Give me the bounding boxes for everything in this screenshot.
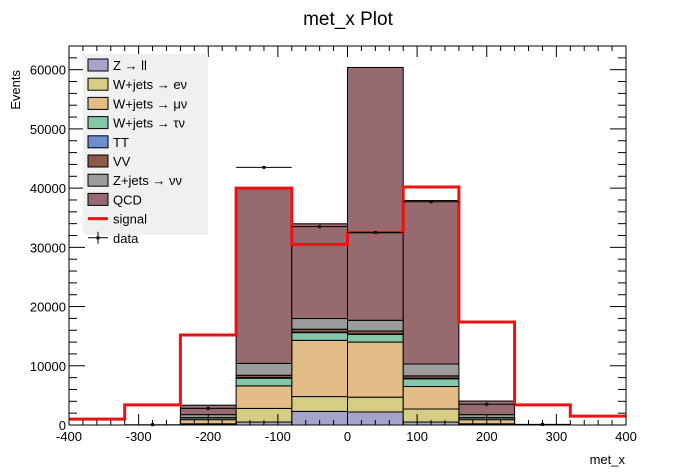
legend: Z → ll W+jets → eν W+jets → μν W+jets → τν T… [83, 54, 208, 246]
data-point-4 [318, 225, 322, 229]
data-point-6 [429, 200, 433, 204]
stack-bar-7-bin-5 [347, 66, 404, 321]
legend-swatch-qcd [87, 192, 109, 206]
signal-line [69, 185, 626, 421]
chart-title: met_x Plot [303, 9, 393, 30]
legend-label-vv: VV [113, 154, 131, 169]
stack-bar-2-bin-6 [402, 386, 460, 410]
legend-swatch-w-jets [87, 96, 109, 110]
x-tick-label: -300 [126, 429, 152, 444]
y-tick-label: 30000 [30, 240, 66, 255]
legend-label-signal: signal [113, 212, 147, 227]
stack-bar-2-bin-3 [235, 385, 293, 409]
legend-swatch-tt [87, 135, 109, 149]
y-tick-label: 60000 [30, 63, 66, 78]
y-tick-label: 50000 [30, 122, 66, 137]
x-tick-label: -100 [265, 429, 291, 444]
y-tick-label: 20000 [30, 300, 66, 315]
data-point-3 [262, 165, 266, 169]
stack-bar-1-bin-5 [347, 396, 404, 413]
legend-swatch-data-point [96, 236, 100, 240]
legend-swatch-vv [87, 154, 109, 168]
stack-bar-7-bin-4 [291, 223, 348, 320]
stack-bar-6-bin-3 [235, 362, 293, 376]
legend-label-z-jets: Z+jets → νν [113, 173, 182, 188]
stack-bar-3-bin-5 [347, 333, 404, 343]
data-point-7 [485, 402, 489, 406]
stack-bar-3-bin-3 [235, 377, 293, 387]
stack-bar-6-bin-4 [291, 318, 348, 330]
legend-label-w-jets: W+jets → τν [113, 116, 185, 131]
legend-label-w-jets-e: W+jets → eν [113, 77, 187, 92]
legend-label-z-ll: Z → ll [113, 58, 147, 73]
stack-bar-2-bin-4 [291, 339, 348, 398]
stack-bar-1-bin-4 [291, 396, 348, 412]
y-axis-label: Events [8, 70, 23, 110]
legend-swatch-z-jets [87, 173, 109, 187]
legend-swatch-w-jets-e [87, 77, 109, 91]
x-tick-label: 200 [476, 429, 498, 444]
y-tick-label: 10000 [30, 359, 66, 374]
plot-area [69, 66, 626, 427]
y-tick-label: 0 [59, 418, 66, 433]
legend-label-data: data [113, 231, 139, 246]
x-tick-label: 400 [615, 429, 637, 444]
legend-swatch-w-jets [87, 116, 109, 130]
legend-label-qcd: QCD [113, 192, 142, 207]
x-tick-label: -200 [195, 429, 221, 444]
stack-bar-3-bin-4 [291, 332, 348, 341]
x-axis-label: met_x [590, 452, 626, 467]
axes: -400 -300 -200 -100 0 100 200 300 400 0 10000 20000… [30, 45, 637, 444]
legend-label-w-jets: W+jets → μν [113, 96, 187, 111]
stack-bar-1-bin-3 [235, 407, 293, 423]
stack-bar-7-bin-6 [402, 200, 460, 365]
stack-bar-6-bin-6 [402, 363, 460, 377]
y-tick-label: 40000 [30, 181, 66, 196]
legend-label-tt: TT [113, 135, 129, 150]
data-point-5 [373, 231, 377, 235]
stack-bar-3-bin-6 [402, 378, 460, 388]
data-point-2 [206, 406, 210, 410]
stack-bar-6-bin-5 [347, 319, 404, 332]
x-tick-label: 100 [406, 429, 428, 444]
legend-swatch-z-ll [87, 58, 109, 72]
stack-bar-7-bin-3 [235, 188, 293, 364]
stack-bar-2-bin-5 [347, 341, 404, 398]
x-tick-label: 0 [344, 429, 351, 444]
x-tick-label: 300 [546, 429, 568, 444]
x-tick-label: -400 [56, 429, 82, 444]
